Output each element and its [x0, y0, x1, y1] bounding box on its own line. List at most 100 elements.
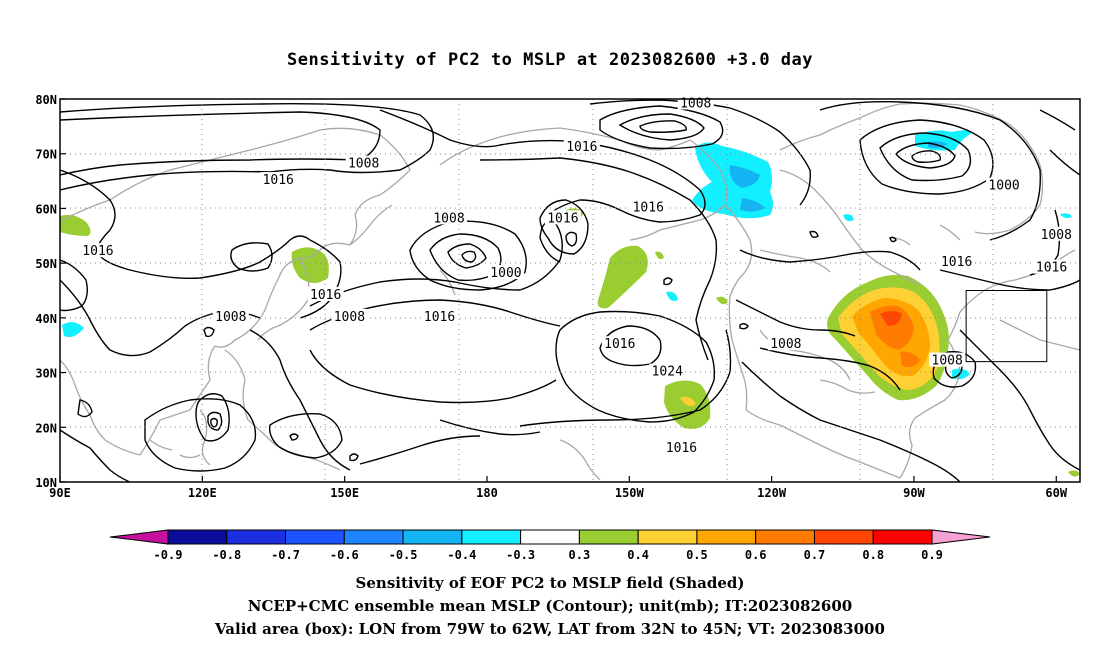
contour-label: 1024 [652, 365, 683, 380]
contour-label: 1008 [334, 310, 365, 325]
mslp-contours [60, 99, 1080, 482]
lat-tick-label: 20N [35, 421, 57, 435]
contour-label: 1008 [215, 310, 246, 325]
colorbar-label: -0.3 [506, 548, 535, 562]
colorbar-swatch [696, 529, 757, 545]
contour-label-bg [938, 254, 975, 269]
map-title: Sensitivity of PC2 to MSLP at 2023082600… [286, 50, 813, 70]
colorbar-label: 0.3 [569, 548, 591, 562]
colorbar-swatch [285, 529, 345, 545]
contour-label: 1016 [1036, 261, 1067, 276]
lat-tick-label: 60N [35, 202, 57, 216]
contour-label-bg [663, 440, 700, 455]
contour-label-bg [331, 308, 368, 323]
contour-label-bg [1033, 259, 1070, 274]
contour-label-bg [421, 308, 458, 323]
colorbar-label: 0.9 [921, 548, 943, 562]
lon-tick-label: 120E [188, 486, 217, 500]
contour-label-bg [260, 172, 297, 187]
contour-label-bg [767, 336, 804, 351]
contour-label-bg [929, 352, 966, 367]
contour-label: 1016 [633, 200, 664, 215]
contour-label: 1000 [988, 179, 1019, 194]
contour-label-bg [487, 265, 524, 280]
lon-tick-label: 90E [49, 486, 71, 500]
contour-label-bg [986, 177, 1023, 192]
lat-tick-label: 80N [35, 93, 57, 107]
colorbar-label: -0.6 [330, 548, 359, 562]
lat-tick-label: 40N [35, 312, 57, 326]
map-frame [59, 98, 1081, 483]
map-grid [60, 99, 1080, 482]
colorbar-swatch [637, 529, 698, 545]
contour-label-bg [212, 308, 249, 323]
contour-label-bg [544, 210, 581, 225]
colorbar-swatch [872, 529, 933, 545]
colorbar-label: -0.4 [447, 548, 476, 562]
lon-tick-label: 150W [615, 486, 645, 500]
contour-label: 1008 [348, 157, 379, 172]
colorbar: -0.9 -0.8 -0.7 -0.6 -0.5 -0.4 -0.3 0.3 0.4 0.5 0.6… [109, 529, 991, 562]
colorbar-left-triangle [109, 529, 169, 545]
contour-label: 1008 [932, 354, 963, 369]
contour-label: 1016 [666, 441, 697, 456]
valid-area-box [965, 290, 1048, 363]
lon-tick-label: 120W [757, 486, 787, 500]
colorbar-label: 0.5 [686, 548, 708, 562]
contour-label: 1000 [490, 266, 521, 281]
caption-line-3: Valid area (box): LON from 79W to 62W, L… [215, 620, 885, 638]
contour-label-bg [563, 139, 600, 154]
colorbar-label: 0.8 [862, 548, 884, 562]
lat-tick-label: 10N [35, 476, 57, 490]
contour-label: 1016 [82, 244, 113, 259]
contour-label-bg [649, 363, 686, 378]
contour-label: 1016 [604, 337, 635, 352]
lon-tick-label: 150E [330, 486, 359, 500]
contour-label: 1008 [1041, 228, 1072, 243]
colorbar-right-triangle [931, 529, 991, 545]
colorbar-swatch [343, 529, 404, 545]
contour-label-bg [601, 336, 638, 351]
lat-tick-label: 50N [35, 257, 57, 271]
sensitivity-shading [60, 130, 1080, 477]
contour-label: 1016 [566, 140, 597, 155]
colorbar-label: -0.8 [212, 548, 241, 562]
lat-tick-label: 70N [35, 148, 57, 162]
contour-label: 1016 [310, 288, 341, 303]
contour-label-bg [1038, 226, 1075, 241]
lon-tick-label: 90W [903, 486, 925, 500]
colorbar-swatch [578, 529, 639, 545]
lat-tick-label: 30N [35, 367, 57, 381]
contour-label: 1008 [433, 211, 464, 226]
valid-area-box-layer [965, 290, 1048, 363]
caption-line-1: Sensitivity of EOF PC2 to MSLP field (Sh… [355, 574, 745, 592]
colorbar-swatch [813, 529, 874, 545]
colorbar-swatch [402, 529, 463, 545]
caption-line-2: NCEP+CMC ensemble mean MSLP (Contour); u… [247, 597, 853, 615]
colorbar-swatch [461, 529, 522, 545]
contour-label-bg [431, 210, 468, 225]
colorbar-label: 0.4 [627, 548, 649, 562]
contour-label: 1016 [263, 173, 294, 188]
contour-labels: 1008 1008 1016 1016 1016 1008 1016 1016 1000 1016… [79, 95, 1075, 456]
lon-tick-label: 180 [476, 486, 498, 500]
colorbar-label: -0.5 [389, 548, 418, 562]
contour-label: 1016 [941, 255, 972, 270]
contour-label: 1008 [770, 337, 801, 352]
lon-tick-label: 60W [1045, 486, 1067, 500]
contour-label: 1008 [680, 96, 711, 111]
colorbar-swatch [167, 529, 228, 545]
colorbar-label: -0.7 [271, 548, 300, 562]
colorbar-label: 0.6 [745, 548, 767, 562]
contour-label: 1016 [424, 310, 455, 325]
colorbar-swatch [520, 529, 580, 545]
contour-label: 1016 [547, 211, 578, 226]
contour-label-bg [630, 199, 667, 214]
colorbar-label: -0.9 [154, 548, 183, 562]
contour-label-bg [79, 243, 116, 258]
contour-label-bg [307, 286, 344, 301]
colorbar-label: 0.7 [804, 548, 826, 562]
contour-label-bg [345, 155, 382, 170]
